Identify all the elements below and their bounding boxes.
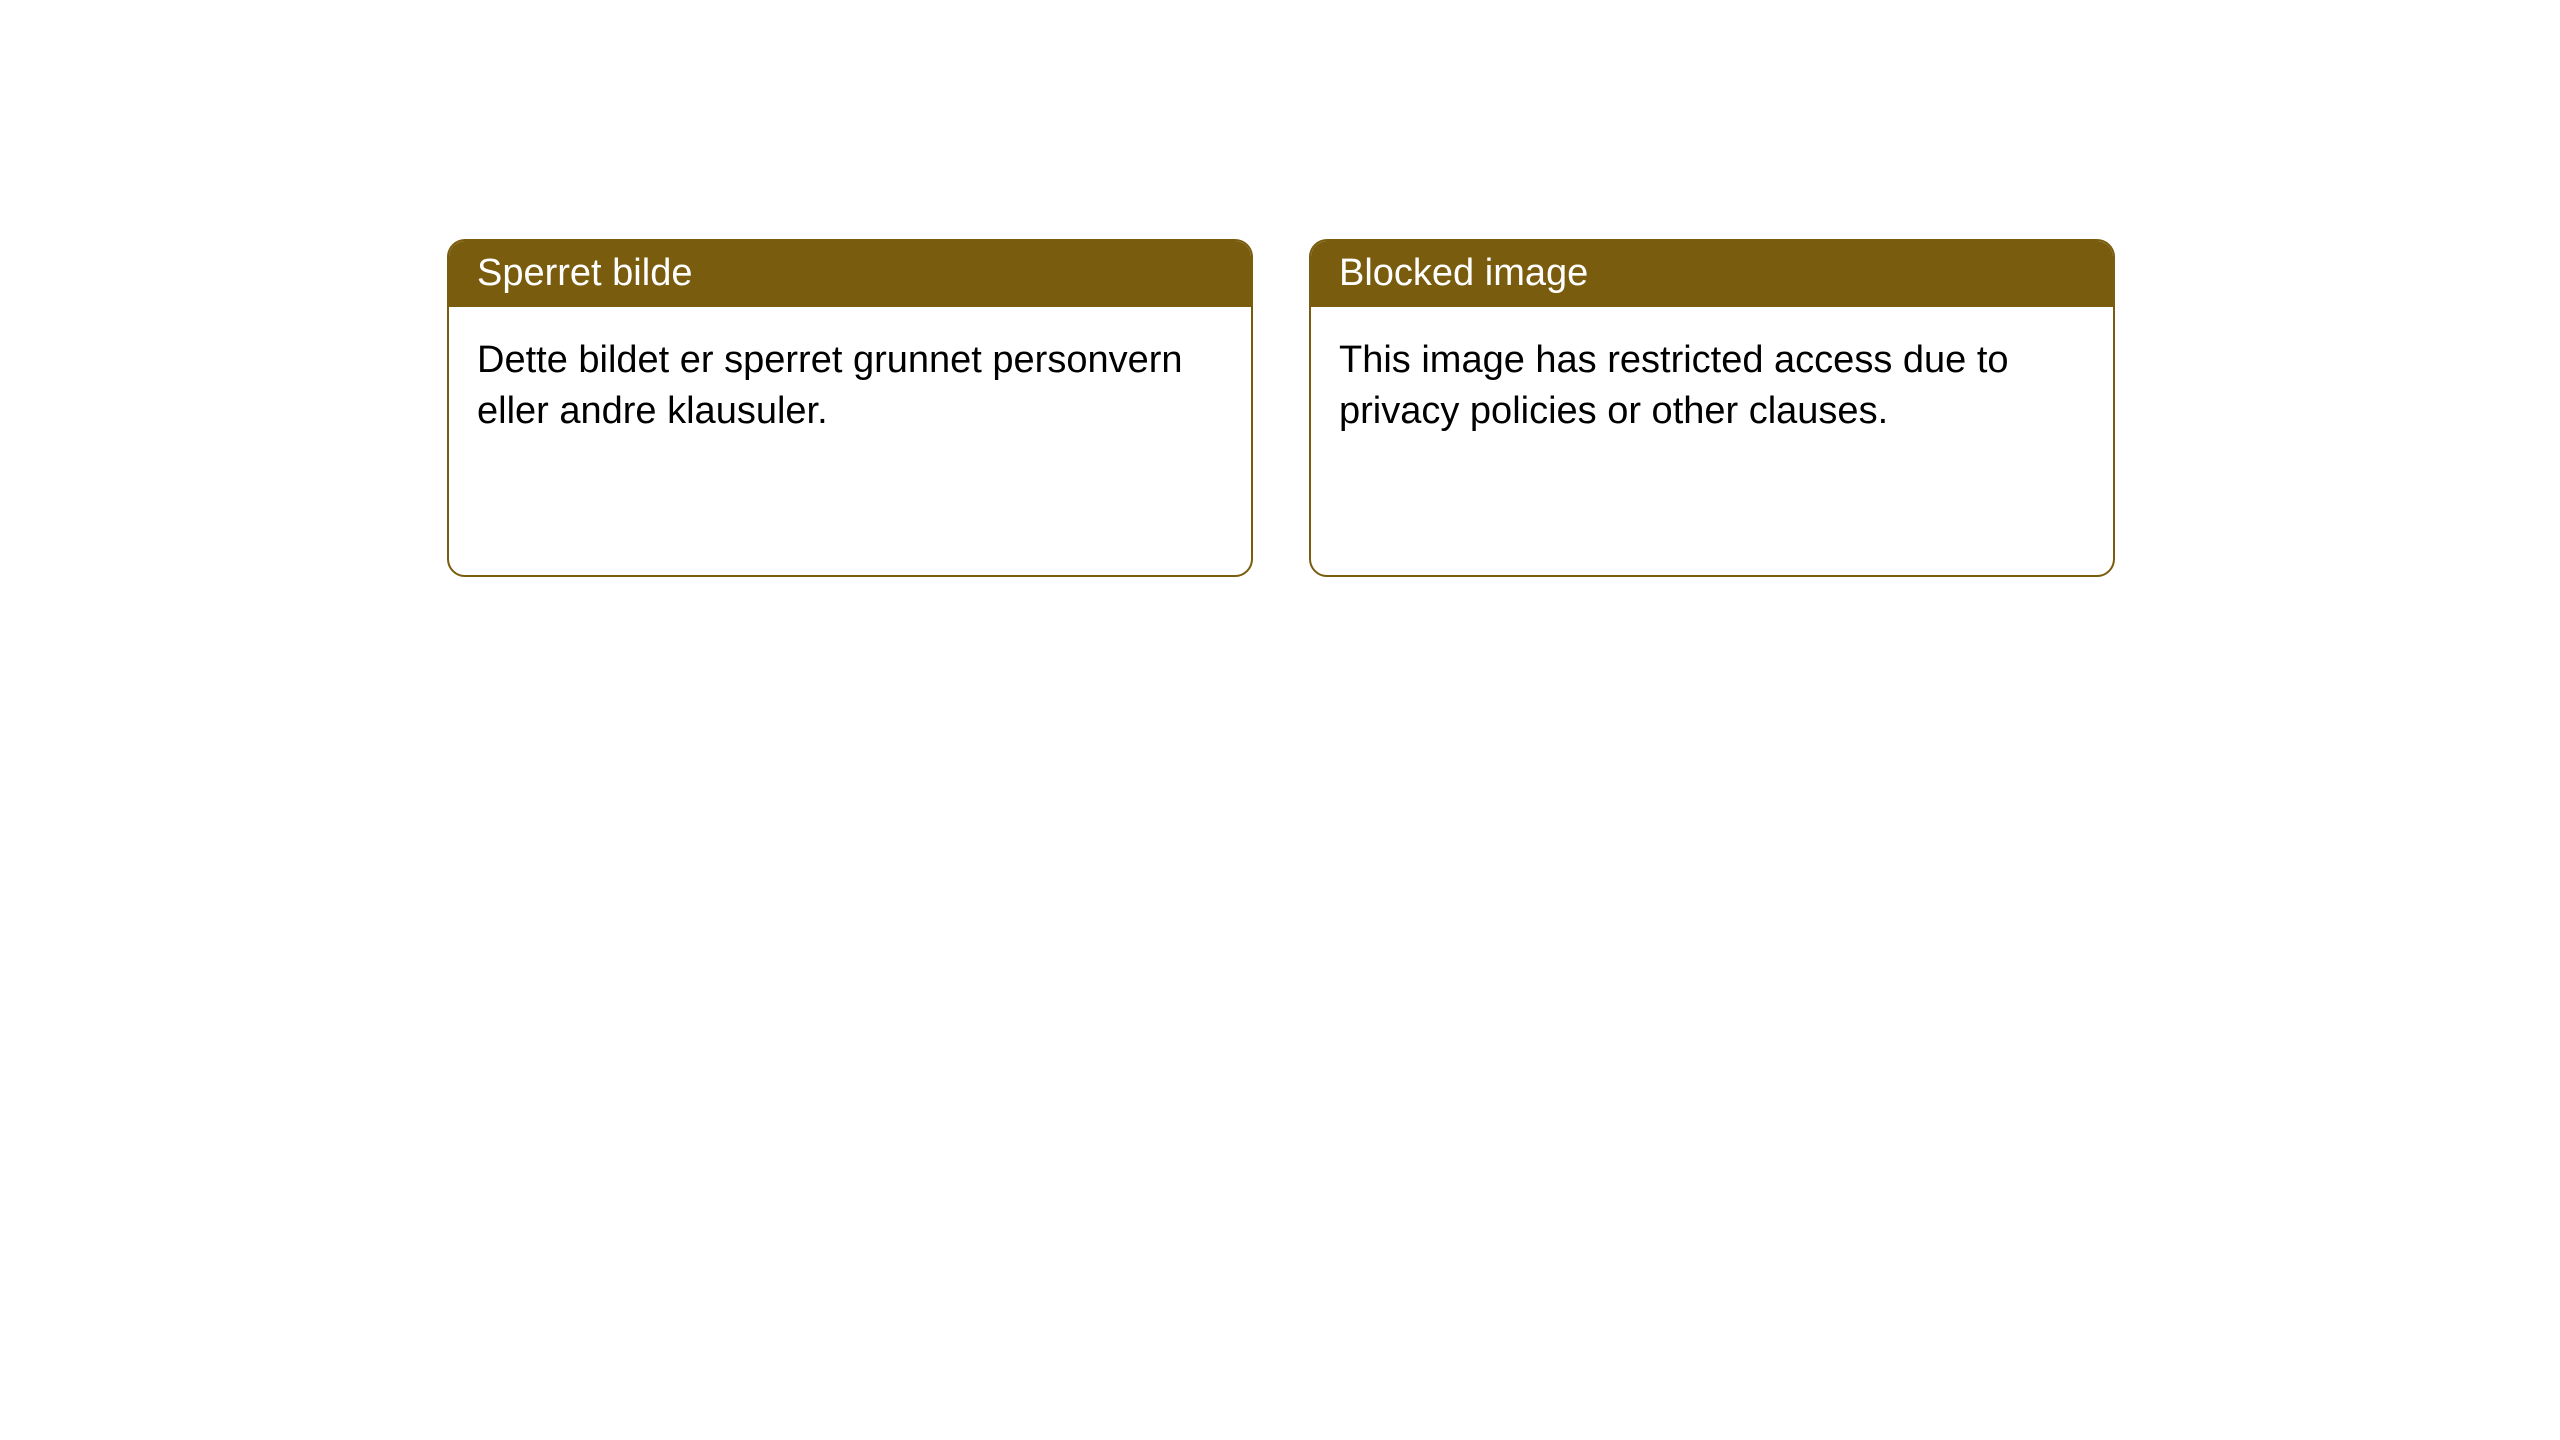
notice-card-norwegian: Sperret bilde Dette bildet er sperret gr… (447, 239, 1253, 577)
notice-message-norwegian: Dette bildet er sperret grunnet personve… (449, 307, 1251, 466)
notice-title-english: Blocked image (1311, 241, 2113, 307)
notice-message-english: This image has restricted access due to … (1311, 307, 2113, 466)
notice-container: Sperret bilde Dette bildet er sperret gr… (447, 239, 2115, 577)
notice-card-english: Blocked image This image has restricted … (1309, 239, 2115, 577)
notice-title-norwegian: Sperret bilde (449, 241, 1251, 307)
